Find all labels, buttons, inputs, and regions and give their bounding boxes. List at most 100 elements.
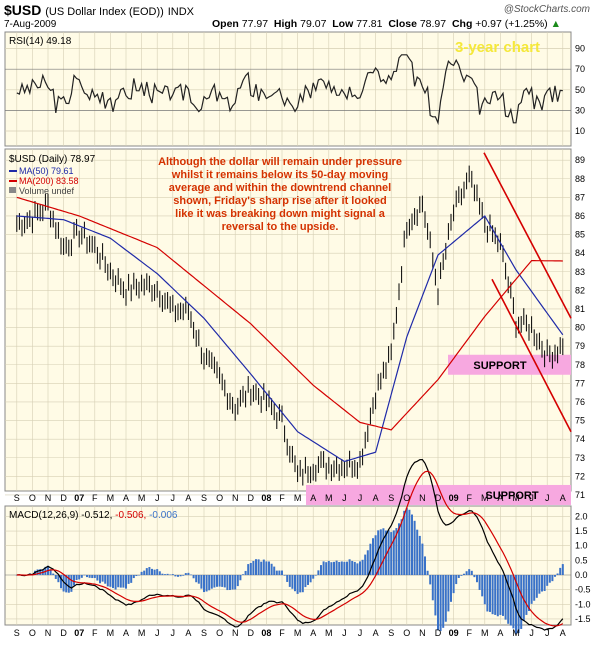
macd-histogram-bar — [130, 575, 133, 583]
macd-histogram-bar — [91, 575, 94, 579]
macd-histogram-bar — [489, 575, 491, 612]
macd-tick-label: 0.5 — [575, 555, 588, 565]
macd-histogram-bar — [468, 569, 471, 575]
x-tick-label-bottom: J — [155, 628, 160, 638]
macd-histogram-bar — [265, 561, 268, 575]
price-tick-label: 78 — [575, 360, 585, 370]
macd-histogram-bar — [320, 565, 322, 575]
macd-histogram-bar — [210, 575, 213, 589]
annotation-line-5: like it was breaking down might signal a — [175, 208, 386, 220]
macd-histogram-bar — [509, 575, 512, 626]
macd-histogram-bar — [429, 575, 432, 585]
x-tick-label: A — [373, 493, 379, 503]
macd-histogram-bar — [512, 575, 515, 629]
x-tick-label: M — [481, 493, 489, 503]
rsi-tick-label: 10 — [575, 126, 585, 136]
x-tick-label-bottom: M — [512, 628, 520, 638]
macd-histogram-bar — [473, 575, 476, 578]
macd-histogram-bar — [424, 556, 426, 575]
macd-histogram-bar — [502, 575, 504, 616]
x-tick-label: N — [232, 493, 239, 503]
x-tick-label: J — [545, 493, 550, 503]
x-tick-label-bottom: J — [342, 628, 347, 638]
macd-main-label: MACD(12,26,9) -0.512, — [9, 510, 112, 521]
up-arrow-icon: ▲ — [550, 18, 562, 30]
macd-histogram-bar — [247, 564, 250, 575]
macd-histogram-bar — [164, 574, 166, 575]
x-tick-label: S — [201, 493, 207, 503]
x-tick-label: O — [216, 493, 223, 503]
chg-label: Chg — [451, 18, 473, 30]
x-tick-label: A — [560, 493, 566, 503]
macd-histogram-bar — [551, 575, 554, 582]
macd-tick-label: 0.0 — [575, 570, 588, 580]
chg-value: +0.97 (+1.25%) — [475, 18, 548, 30]
x-tick-label-bottom: 07 — [74, 628, 84, 638]
x-tick-label-bottom: D — [60, 628, 67, 638]
macd-histogram-bar — [364, 554, 367, 575]
macd-histogram-bar — [166, 573, 169, 575]
x-tick-label-bottom: F — [466, 628, 472, 638]
rsi-tick-label: 90 — [575, 44, 585, 54]
x-tick-label: O — [403, 493, 410, 503]
x-tick-label: F — [466, 493, 472, 503]
channel-lower-line — [491, 278, 572, 433]
macd-histogram-bar — [450, 575, 452, 602]
macd-histogram-bar — [325, 562, 328, 575]
x-tick-label-bottom: M — [481, 628, 489, 638]
legend-ma50: MA(50) 79.61 — [19, 166, 74, 176]
macd-histogram-bar — [309, 575, 312, 583]
support-zones: SUPPORT SUPPORT — [306, 354, 571, 505]
macd-histogram-bar — [390, 532, 393, 575]
symbol: $USD — [4, 2, 42, 18]
macd-histogram-bar — [463, 573, 465, 575]
low-value: 77.81 — [356, 18, 383, 30]
macd-histogram-bar — [174, 575, 177, 577]
x-tick-label-bottom: M — [107, 628, 115, 638]
x-tick-label: J — [342, 493, 347, 503]
macd-histogram-bar — [455, 575, 458, 585]
macd-histogram-bar — [515, 575, 517, 634]
macd-histogram-bar — [161, 573, 164, 575]
macd-histogram-bar — [307, 575, 309, 585]
macd-histogram-bar — [208, 575, 211, 591]
macd-histogram-bar — [158, 571, 161, 575]
macd-histogram-bar — [556, 573, 559, 575]
macd-histogram-bar — [244, 570, 247, 575]
macd-histogram-bar — [197, 575, 200, 584]
macd-histogram-bar — [361, 559, 364, 575]
macd-histogram-bar — [351, 560, 354, 575]
macd-histogram-bar — [281, 570, 283, 575]
macd-histogram-bar — [559, 567, 562, 575]
high-label: High — [273, 18, 298, 30]
macd-histogram-bar — [112, 575, 114, 589]
price-tick-label: 76 — [575, 397, 585, 407]
macd-histogram-bar — [148, 567, 151, 575]
macd-histogram-bar — [548, 575, 551, 583]
macd-hist-label: -0.006 — [149, 510, 178, 521]
macd-histogram-bar — [543, 575, 546, 592]
macd-tick-label: 1.0 — [575, 541, 588, 551]
macd-histogram-bar — [203, 575, 205, 593]
macd-histogram-bar — [330, 562, 333, 575]
macd-histogram-bar — [184, 573, 187, 575]
price-tick-label: 80 — [575, 323, 585, 333]
macd-histogram-bar — [49, 570, 52, 575]
macd-histogram-bar — [109, 575, 112, 587]
price-tick-label: 86 — [575, 211, 585, 221]
rsi-title: 3-year chart — [455, 39, 540, 56]
macd-histogram-bar — [460, 575, 463, 576]
x-tick-label-bottom: O — [216, 628, 223, 638]
macd-histogram-bar — [156, 569, 159, 575]
support-zone-lower — [306, 484, 571, 505]
x-tick-label-bottom: 08 — [261, 628, 271, 638]
price-tick-label: 73 — [575, 453, 585, 463]
x-tick-label-bottom: J — [545, 628, 550, 638]
x-tick-label: M — [325, 493, 333, 503]
macd-histogram-bar — [398, 523, 400, 575]
macd-histogram-bar — [434, 575, 437, 616]
price-tick-label: 89 — [575, 155, 585, 165]
macd-histogram-bar — [481, 575, 484, 597]
legend-ma200: MA(200) 83.58 — [19, 176, 79, 186]
macd-histogram-bar — [15, 575, 18, 576]
